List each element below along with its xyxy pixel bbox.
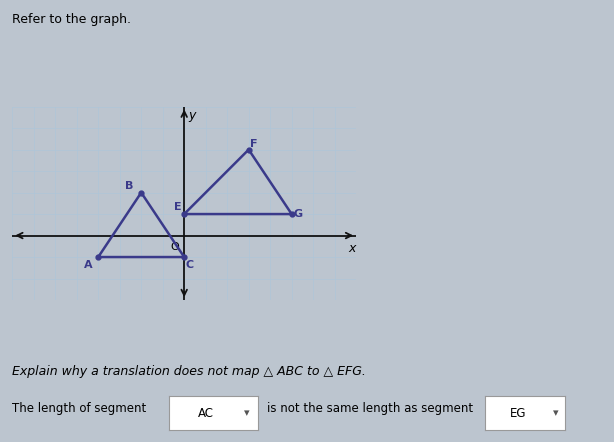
Text: O: O (170, 242, 179, 252)
Text: F: F (251, 138, 258, 149)
Text: Refer to the graph.: Refer to the graph. (12, 13, 131, 27)
Text: G: G (293, 209, 302, 219)
Text: ▾: ▾ (244, 408, 250, 418)
Text: is not the same length as segment: is not the same length as segment (267, 402, 473, 415)
Text: EG: EG (510, 407, 527, 419)
Text: ▾: ▾ (553, 408, 558, 418)
Text: E: E (174, 202, 182, 212)
Text: Explain why a translation does not map △ ABC to △ EFG.: Explain why a translation does not map △… (12, 365, 366, 377)
Text: AC: AC (198, 407, 214, 419)
Text: C: C (186, 260, 194, 270)
Text: A: A (84, 260, 93, 270)
Text: y: y (188, 109, 196, 122)
Text: x: x (348, 242, 356, 255)
Text: The length of segment: The length of segment (12, 402, 147, 415)
Text: B: B (125, 181, 133, 191)
